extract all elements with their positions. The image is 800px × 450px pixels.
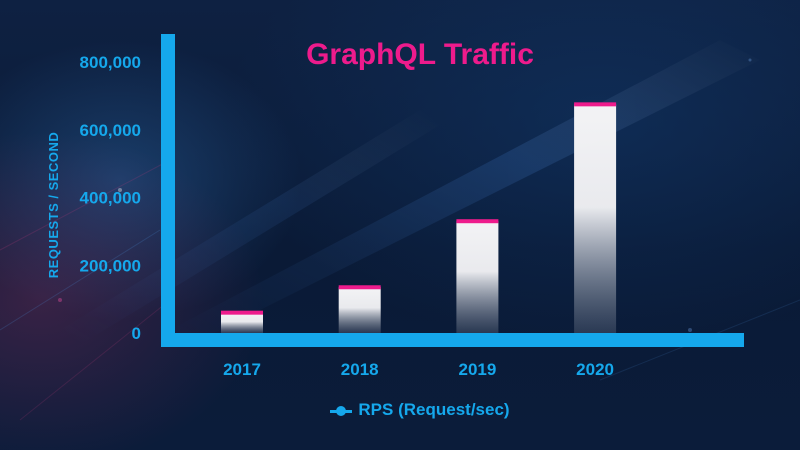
x-axis-line (161, 333, 744, 347)
network-line (19, 299, 171, 421)
y-tick-label: 200,000 (80, 256, 141, 275)
bar-2018 (338, 287, 381, 333)
bar-cap-2018 (338, 285, 381, 290)
bar-cap-2020 (574, 102, 617, 107)
x-tick-label-2018: 2018 (341, 360, 379, 379)
x-axis-ticks: 2017 2018 2019 2020 (223, 360, 614, 379)
bar-cap-2019 (456, 219, 499, 224)
bar-2020 (574, 104, 617, 333)
x-tick-label-2017: 2017 (223, 360, 261, 379)
network-node (688, 328, 692, 332)
network-node (118, 188, 122, 192)
x-tick-label-2020: 2020 (576, 360, 614, 379)
bar-cap-2017 (221, 310, 263, 315)
chart-title: GraphQL Traffic (306, 38, 534, 71)
legend-series-label: RPS (Request/sec) (358, 400, 510, 419)
y-axis-line (161, 34, 175, 347)
legend-line-marker-icon (330, 405, 353, 416)
network-line (0, 159, 171, 251)
network-node (58, 298, 62, 302)
bars (221, 102, 617, 333)
y-tick-label: 0 (132, 324, 141, 343)
legend: RPS (Request/sec) (0, 400, 800, 420)
network-line (0, 229, 161, 331)
y-tick-label: 400,000 (80, 189, 141, 208)
x-tick-label-2019: 2019 (458, 360, 496, 379)
background-streaks (0, 40, 800, 421)
y-tick-label: 600,000 (80, 121, 141, 140)
y-axis-label: REQUESTS / SECOND (46, 132, 61, 278)
bar-2017 (221, 312, 263, 333)
light-streak (60, 110, 440, 345)
y-axis-ticks: 0 200,000 400,000 600,000 800,000 (80, 53, 141, 343)
bar-2019 (456, 221, 499, 333)
y-tick-label: 800,000 (80, 53, 141, 72)
network-node (748, 58, 752, 62)
